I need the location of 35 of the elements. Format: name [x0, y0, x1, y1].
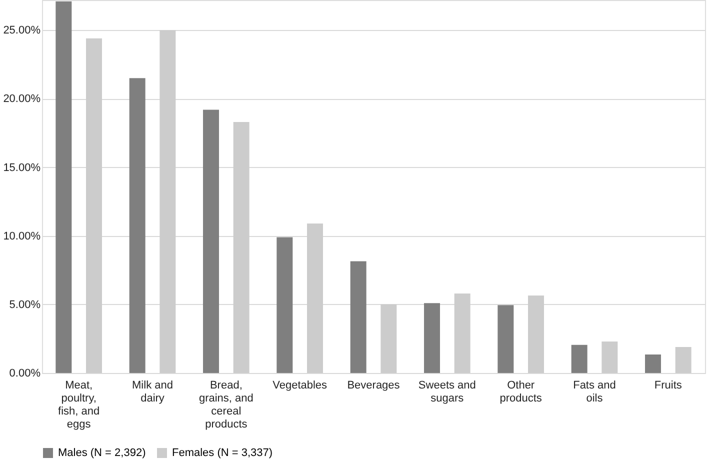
bar — [675, 346, 692, 373]
bar — [528, 296, 544, 373]
x-tick-label: Vegetables — [272, 380, 328, 392]
y-tick-label: 10.00% — [3, 230, 41, 242]
y-tick-label: 15.00% — [3, 162, 41, 174]
x-tick-label: Fruits — [654, 380, 682, 392]
x-tick-label: Fats and oils — [573, 380, 616, 404]
legend-label: Females (N = 3,337) — [172, 447, 273, 459]
bar — [571, 344, 588, 373]
legend-label: Males (N = 2,392) — [58, 447, 146, 459]
bar — [602, 341, 618, 373]
bar — [203, 110, 219, 373]
bar — [307, 224, 323, 373]
x-tick-label: Bread, grains, and cereal products — [198, 380, 254, 430]
x-tick-label: Other products — [500, 380, 542, 404]
bar — [498, 305, 514, 373]
bar — [276, 237, 293, 373]
y-tick-label: 25.00% — [3, 24, 41, 37]
bar — [233, 122, 250, 373]
bar — [645, 354, 661, 373]
x-tick-label: Sweets and sugars — [418, 380, 476, 404]
bar — [56, 1, 72, 373]
bar — [129, 78, 146, 373]
x-tick-label: Milk and dairy — [132, 380, 173, 404]
bar — [350, 261, 366, 373]
y-tick-label: 0.00% — [9, 368, 41, 380]
bar — [380, 304, 397, 373]
x-tick-label: Beverages — [347, 380, 400, 392]
x-tick-label: Meat, poultry, fish, and eggs — [58, 380, 100, 430]
y-tick-label: 20.00% — [3, 93, 41, 106]
bar — [424, 303, 440, 373]
y-tick-label: 5.00% — [9, 298, 41, 311]
bar — [454, 293, 470, 373]
bar — [160, 30, 176, 373]
bar — [86, 38, 102, 373]
